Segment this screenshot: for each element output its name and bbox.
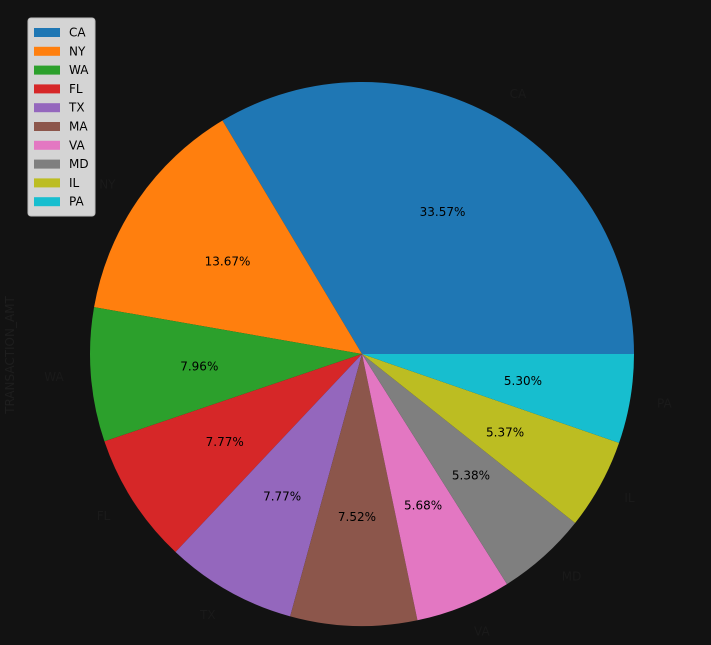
legend-swatch-md (34, 159, 60, 169)
percent-label-ny: 13.67% (205, 254, 251, 268)
legend-label-ny: NY (69, 44, 86, 58)
category-label-fl: FL (97, 509, 111, 523)
legend-label-pa: PA (69, 195, 84, 209)
pie-slices (89, 82, 634, 627)
pie-slice-ny (94, 120, 362, 355)
percent-label-ma: 7.52% (338, 510, 376, 524)
pie-slice-wa (89, 307, 362, 442)
legend-swatch-ma (34, 122, 60, 131)
percent-labels: 33.57% 13.67% 7.96% 7.77% 7.77% 7.52% 5.68% 5.3… (180, 205, 542, 524)
legend-swatch-ny (34, 46, 60, 56)
legend-label-wa: WA (69, 63, 89, 77)
percent-label-va: 5.68% (404, 498, 442, 512)
legend-swatch-fl (34, 84, 60, 94)
legend-swatch-va (34, 140, 60, 150)
legend-label-tx: TX (68, 101, 85, 115)
category-label-pa: PA (657, 397, 672, 411)
percent-label-tx: 7.77% (263, 489, 301, 503)
percent-label-wa: 7.96% (180, 360, 218, 374)
legend-label-il: IL (69, 176, 80, 190)
pie-slice-ma (290, 354, 418, 627)
legend-label-va: VA (69, 138, 85, 152)
pie-slice-tx (175, 354, 362, 617)
category-label-tx: TX (199, 608, 216, 622)
category-label-ny: NY (99, 177, 116, 191)
pie-slice-fl (104, 354, 362, 553)
category-label-ca: CA (510, 87, 527, 101)
legend-label-md: MD (69, 157, 89, 171)
pie-slice-va (362, 354, 507, 621)
legend-swatch-il (34, 178, 60, 188)
pie-slice-md (362, 354, 576, 585)
legend-label-ma: MA (69, 120, 88, 134)
legend-label-ca: CA (69, 26, 86, 40)
pie-slice-il (362, 354, 620, 524)
legend: CA NY WA FL TX MA VA MD IL PA (27, 17, 96, 217)
legend-swatch-pa (34, 197, 60, 207)
legend-swatch-ca (34, 28, 60, 37)
category-labels: CA NY WA FL TX MA VA MD IL PA (44, 87, 672, 639)
category-label-wa: WA (44, 370, 64, 384)
category-label-md: MD (562, 570, 582, 584)
percent-label-fl: 7.77% (206, 435, 244, 449)
y-axis-label: TRANSACTION_AMT (3, 295, 17, 414)
legend-swatch-tx (34, 103, 60, 113)
percent-label-md: 5.38% (452, 468, 490, 482)
pie-slice-pa (362, 354, 634, 443)
legend-swatch-wa (34, 65, 60, 75)
percent-label-ca: 33.57% (420, 205, 466, 219)
percent-label-pa: 5.30% (504, 374, 542, 388)
legend-label-fl: FL (69, 82, 83, 96)
pie-slice-ca (222, 82, 634, 355)
category-label-va: VA (474, 624, 490, 638)
percent-label-il: 5.37% (486, 425, 524, 439)
category-label-il: IL (624, 491, 635, 505)
